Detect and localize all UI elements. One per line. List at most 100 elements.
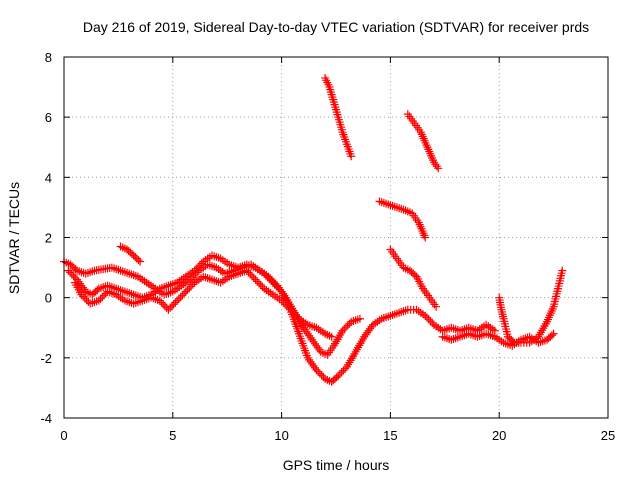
series-trace-1 (60, 257, 364, 359)
data-point (277, 296, 286, 305)
data-point (314, 367, 323, 376)
data-point (432, 162, 441, 171)
x-tick-label: 10 (274, 428, 288, 443)
data-point (334, 371, 343, 380)
data-point (339, 366, 348, 375)
data-point (312, 365, 321, 374)
data-point (340, 324, 349, 333)
data-point (309, 361, 318, 370)
data-point (249, 273, 258, 282)
data-point (96, 294, 105, 303)
data-point (160, 302, 169, 311)
data-point (183, 285, 192, 294)
x-axis-label: GPS time / hours (283, 457, 390, 473)
data-point (174, 294, 183, 303)
data-point (192, 264, 201, 273)
data-point (432, 302, 441, 311)
data-point (469, 331, 478, 340)
data-point (310, 339, 319, 348)
data-point (422, 313, 431, 322)
data-point (306, 333, 315, 342)
data-point (190, 266, 199, 275)
data-point (366, 324, 375, 333)
chart-title: Day 216 of 2019, Sidereal Day-to-day VTE… (83, 19, 589, 35)
data-point (80, 294, 89, 303)
data-point (308, 359, 317, 368)
data-point (364, 326, 373, 335)
data-point (67, 270, 76, 279)
data-point (77, 290, 86, 299)
data-point (549, 329, 558, 338)
data-point (267, 276, 276, 285)
data-point (305, 355, 314, 364)
data-point (306, 357, 315, 366)
data-point (79, 292, 88, 301)
data-point (325, 331, 334, 340)
data-point (134, 256, 143, 265)
data-point (421, 233, 430, 242)
data-point (558, 266, 567, 275)
data-point (308, 335, 317, 344)
data-point (171, 298, 180, 307)
data-point (197, 259, 206, 268)
data-point (251, 275, 260, 284)
data-point (94, 296, 103, 305)
data-point (303, 329, 312, 338)
data-point (98, 293, 107, 302)
series-trace-5 (321, 74, 356, 161)
data-point (248, 272, 257, 281)
data-point (194, 262, 203, 271)
data-point (442, 325, 451, 334)
data-point (315, 369, 324, 378)
data-point (169, 300, 178, 309)
x-tick-label: 20 (492, 428, 506, 443)
data-point (426, 317, 435, 326)
data-point (77, 281, 86, 290)
data-point (265, 275, 274, 284)
data-points (60, 74, 567, 386)
data-point (178, 291, 187, 300)
data-point (100, 291, 109, 300)
data-point (258, 282, 267, 291)
data-point (188, 280, 197, 289)
series-trace-7 (375, 197, 430, 242)
data-point (327, 332, 336, 341)
data-point (442, 334, 451, 343)
data-point (272, 282, 281, 291)
y-tick-label: 2 (45, 231, 52, 246)
data-point (302, 327, 311, 336)
plot-frame (63, 56, 609, 419)
data-point (338, 326, 347, 335)
data-point (164, 305, 173, 314)
data-point (451, 325, 460, 334)
data-point (312, 341, 321, 350)
series-trace-10 (495, 266, 567, 347)
x-tick-label: 0 (60, 428, 67, 443)
y-tick-label: 8 (45, 50, 52, 65)
data-point (86, 268, 95, 277)
data-point (167, 302, 176, 311)
data-point (159, 300, 168, 309)
data-point (477, 331, 486, 340)
series-trace-3 (70, 266, 499, 386)
data-point (424, 315, 433, 324)
data-point (428, 318, 437, 327)
data-point (282, 302, 291, 311)
data-point (166, 303, 175, 312)
y-tick-label: -2 (40, 351, 52, 366)
data-point (337, 368, 346, 377)
data-point (421, 311, 430, 320)
data-point (313, 343, 322, 352)
data-point (136, 257, 145, 266)
data-point (260, 269, 269, 278)
data-point (62, 258, 71, 267)
data-point (284, 303, 293, 312)
data-point (429, 158, 438, 167)
data-point (66, 268, 75, 277)
x-tick-label: 15 (383, 428, 397, 443)
data-point (434, 164, 443, 173)
data-point (355, 314, 364, 323)
data-point (256, 281, 265, 290)
data-point (254, 279, 263, 288)
data-point (155, 296, 164, 305)
